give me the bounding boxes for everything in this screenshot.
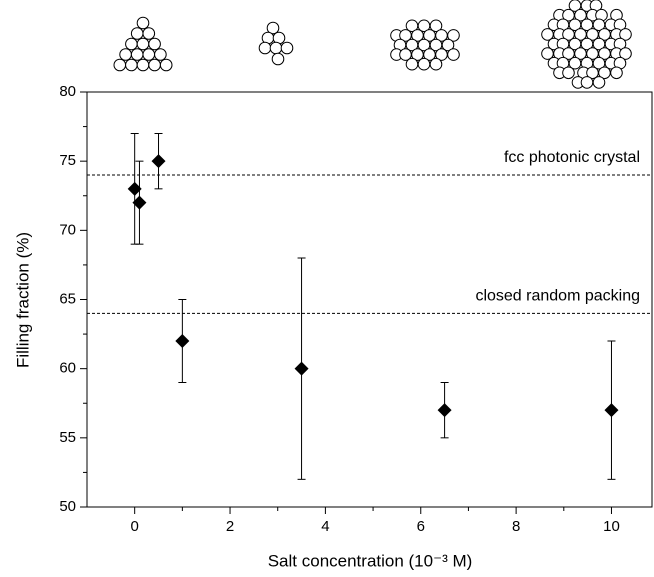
reference-label: fcc photonic crystal	[504, 149, 640, 166]
x-tick-label: 0	[131, 518, 139, 535]
y-tick-label: 75	[59, 152, 76, 169]
data-point	[294, 361, 309, 376]
particle	[142, 48, 156, 61]
y-tick-label: 65	[59, 290, 76, 307]
x-tick-label: 4	[321, 518, 329, 535]
particle	[113, 58, 127, 72]
y-axis-label: Filling fraction (%)	[13, 232, 32, 368]
x-tick-label: 6	[417, 518, 425, 535]
particle	[441, 38, 455, 52]
particle	[610, 66, 623, 80]
data-point	[151, 154, 166, 169]
y-tick-label: 70	[59, 221, 76, 238]
particle	[280, 41, 294, 55]
particle	[562, 66, 575, 80]
particle	[258, 41, 272, 55]
particle	[142, 27, 156, 40]
particle	[119, 48, 132, 61]
particle	[405, 57, 419, 71]
particle	[269, 41, 283, 55]
particle	[130, 48, 144, 61]
reference-label: closed random packing	[475, 288, 640, 305]
y-tick-label: 60	[59, 360, 76, 377]
particle	[592, 76, 606, 89]
particle	[447, 48, 460, 61]
particle	[136, 37, 150, 51]
particle	[125, 58, 138, 72]
particle	[619, 28, 632, 41]
data-point	[437, 403, 452, 418]
particle	[580, 76, 594, 89]
particle	[148, 37, 161, 51]
particle	[266, 21, 280, 35]
particle	[271, 52, 285, 66]
particle	[130, 27, 144, 40]
particle	[619, 47, 632, 60]
particle	[159, 58, 173, 72]
data-point	[127, 181, 142, 196]
x-tick-label: 2	[226, 518, 234, 535]
particle	[429, 19, 443, 33]
y-tick-label: 55	[59, 429, 76, 446]
data-point	[175, 334, 190, 348]
y-tick-label: 80	[59, 83, 76, 100]
particle	[417, 57, 431, 71]
particle	[148, 58, 161, 72]
cluster-icons	[113, 0, 632, 89]
x-axis-label: Salt concentration (10⁻³ M)	[268, 551, 473, 570]
x-tick-label: 10	[603, 518, 620, 535]
data-point	[604, 403, 619, 418]
particle	[136, 58, 150, 72]
particle	[136, 16, 150, 30]
particle	[154, 48, 167, 61]
particle	[125, 37, 138, 51]
particle	[447, 29, 460, 42]
data-point	[132, 195, 147, 210]
x-tick-label: 8	[512, 518, 520, 535]
y-tick-label: 50	[59, 498, 76, 515]
particle	[429, 57, 443, 71]
